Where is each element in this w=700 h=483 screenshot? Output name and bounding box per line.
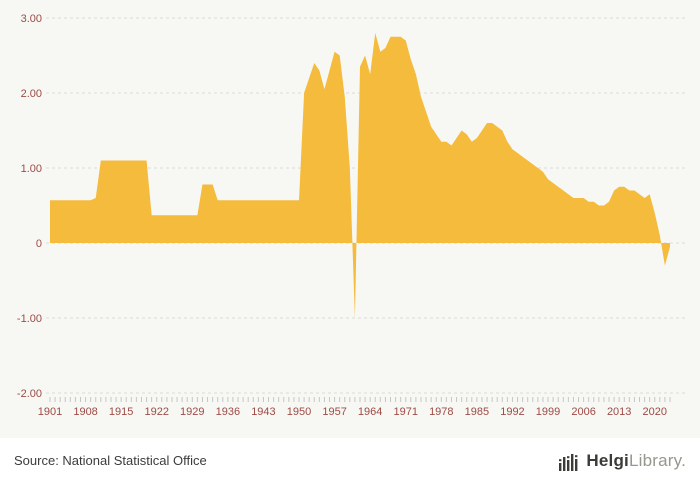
area-series — [50, 33, 670, 318]
x-axis-label: 1922 — [144, 406, 168, 418]
x-axis-label: 1999 — [536, 406, 560, 418]
x-axis-label: 1915 — [109, 406, 133, 418]
chart-plot-area: 3.00 2.00 1.00 0 -1.00 -2.00 1901 1908 1915 1922 1… — [17, 13, 688, 418]
helgi-bars-icon — [559, 453, 578, 471]
growth-area-chart: 3.00 2.00 1.00 0 -1.00 -2.00 1901 1908 1915 1922 1… — [17, 13, 688, 418]
brand-suffix: . — [681, 450, 686, 470]
y-axis-label: -2.00 — [17, 388, 42, 400]
y-axis-label: 1.00 — [21, 163, 42, 175]
x-axis-label: 1908 — [73, 406, 97, 418]
y-axis-label: 2.00 — [21, 88, 42, 100]
chart-footer: Source: National Statistical Office Helg… — [0, 438, 700, 483]
y-axis-label: 0 — [36, 238, 42, 250]
brand-helgi: Helgi — [586, 450, 629, 470]
helgi-library-logo[interactable]: HelgiLibrary. — [558, 451, 686, 471]
y-axis-label: 3.00 — [21, 13, 42, 25]
x-axis-label: 2020 — [643, 406, 667, 418]
x-axis-label: 1978 — [429, 406, 453, 418]
y-axis-label: -1.00 — [17, 313, 42, 325]
x-axis-label: 1964 — [358, 406, 382, 418]
brand-wordmark: HelgiLibrary. — [586, 451, 686, 471]
x-axis-label: 2013 — [607, 406, 631, 418]
x-axis-label: 1929 — [180, 406, 204, 418]
x-axis-label: 1957 — [322, 406, 346, 418]
x-axis-label: 1943 — [251, 406, 275, 418]
source-label: Source: National Statistical Office — [14, 453, 207, 468]
brand-library: Library — [628, 450, 682, 470]
x-axis-label: 1985 — [465, 406, 489, 418]
x-axis-label: 1901 — [38, 406, 62, 418]
x-axis-label: 2006 — [571, 406, 595, 418]
x-axis-label: 1971 — [393, 406, 417, 418]
x-axis-label: 1950 — [287, 406, 311, 418]
x-axis-label: 1992 — [500, 406, 524, 418]
x-axis-label: 1936 — [216, 406, 240, 418]
